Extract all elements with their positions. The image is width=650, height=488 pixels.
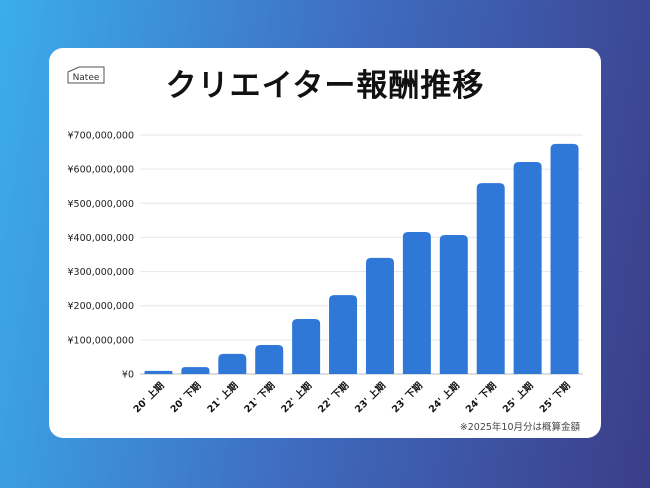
y-tick-label: ¥100,000,000 (68, 335, 134, 346)
bar (439, 235, 468, 374)
logo-text: Natee (73, 73, 100, 83)
bar (144, 370, 173, 374)
x-tick-label: 25' 上期 (500, 380, 536, 416)
x-tick-label: 21' 下期 (242, 380, 278, 416)
y-tick-label: ¥500,000,000 (68, 199, 134, 210)
bar (292, 319, 321, 374)
bar (513, 161, 542, 374)
footnote: ※2025年10月分は概算金額 (459, 422, 580, 433)
x-tick-label: 25' 下期 (537, 380, 573, 416)
bar (550, 143, 579, 374)
x-tick-label: 23' 下期 (389, 380, 425, 416)
x-tick-label: 24' 上期 (426, 380, 462, 416)
bar (329, 295, 358, 374)
bar (218, 353, 247, 374)
bar (181, 367, 210, 374)
bar (365, 257, 394, 374)
chart-card (49, 48, 601, 438)
y-tick-label: ¥700,000,000 (68, 131, 134, 142)
bar (476, 183, 505, 374)
natee-logo: Natee (67, 66, 105, 84)
chart-title: クリエイター報酬推移 (165, 68, 485, 104)
bar (402, 231, 431, 374)
x-tick-label: 22' 上期 (279, 380, 315, 416)
y-tick-label: ¥600,000,000 (68, 165, 134, 176)
x-tick-label: 20' 下期 (168, 380, 204, 416)
bar (255, 344, 284, 374)
y-tick-label: ¥300,000,000 (68, 267, 134, 278)
x-tick-label: 21' 上期 (205, 380, 241, 416)
y-tick-label: ¥0 (122, 370, 134, 381)
x-tick-label: 23' 上期 (352, 380, 388, 416)
x-tick-label: 24' 下期 (463, 380, 499, 416)
x-tick-label: 20' 上期 (131, 380, 167, 416)
y-tick-label: ¥200,000,000 (68, 301, 134, 312)
x-tick-label: 22' 下期 (315, 380, 351, 416)
y-tick-label: ¥400,000,000 (68, 233, 134, 244)
